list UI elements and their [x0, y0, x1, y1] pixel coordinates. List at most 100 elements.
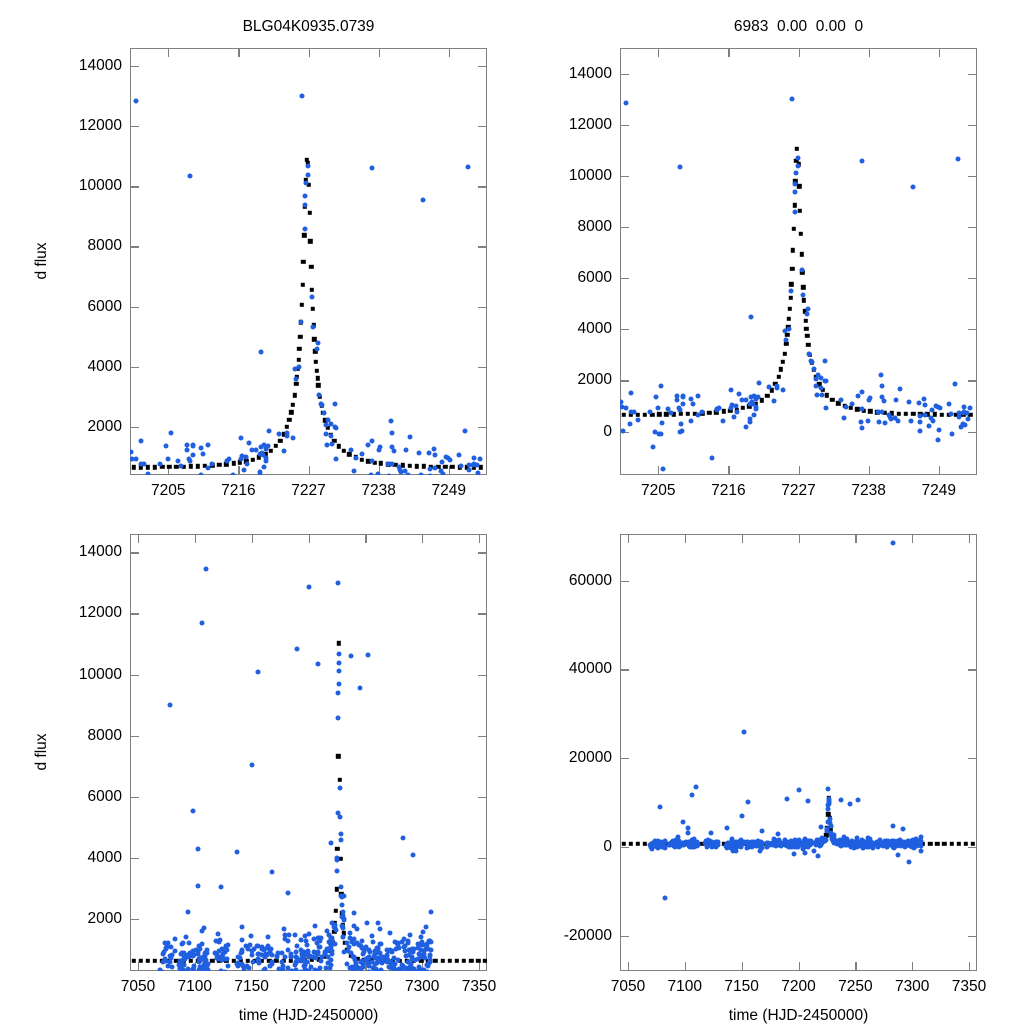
- model-curve-dash: [782, 351, 786, 355]
- data-point: [734, 410, 739, 415]
- data-point: [756, 394, 761, 399]
- data-point: [217, 937, 222, 942]
- data-point: [197, 946, 202, 951]
- model-curve-dash: [297, 347, 301, 351]
- data-point: [736, 391, 741, 396]
- data-point: [369, 439, 374, 444]
- data-point: [805, 312, 810, 317]
- model-curve-dash: [741, 406, 745, 410]
- data-point: [186, 910, 191, 915]
- data-point-outlier: [370, 166, 375, 171]
- data-point: [360, 452, 365, 457]
- data-point: [340, 903, 345, 908]
- data-point: [880, 410, 885, 415]
- data-point: [282, 955, 287, 960]
- data-point: [304, 181, 309, 186]
- data-point: [929, 407, 934, 412]
- model-curve-dash: [971, 842, 975, 846]
- data-point: [169, 964, 174, 969]
- data-point: [180, 941, 185, 946]
- data-point: [335, 868, 340, 873]
- data-point: [948, 411, 953, 416]
- data-point: [184, 448, 189, 453]
- data-point: [353, 456, 358, 461]
- model-curve-dash: [792, 203, 796, 207]
- data-point: [424, 925, 429, 930]
- model-curve-dash: [849, 406, 853, 410]
- data-point: [266, 443, 271, 448]
- y-tick-label: 8000: [40, 237, 122, 255]
- data-point: [805, 307, 810, 312]
- data-point: [792, 210, 797, 215]
- data-point: [376, 920, 381, 925]
- data-point: [324, 431, 329, 436]
- model-curve-dash: [289, 410, 293, 414]
- data-point: [795, 164, 800, 169]
- data-point: [678, 421, 683, 426]
- model-curve-dash: [131, 465, 135, 469]
- data-point: [406, 472, 411, 475]
- model-curve-dash: [789, 282, 793, 286]
- data-point: [269, 961, 274, 966]
- data-point: [199, 942, 204, 947]
- data-point: [476, 470, 481, 475]
- data-point: [370, 940, 375, 945]
- model-curve-dash: [805, 334, 809, 338]
- data-point: [680, 429, 685, 434]
- y-tick-label: 6000: [530, 269, 612, 287]
- data-point: [169, 431, 174, 436]
- model-curve-dash: [146, 958, 150, 962]
- data-point: [917, 414, 922, 419]
- data-point: [708, 831, 713, 836]
- model-curve-dash: [657, 412, 661, 416]
- data-point: [376, 472, 381, 475]
- y-tick-label: 8000: [40, 727, 122, 745]
- data-point: [812, 366, 817, 371]
- data-point: [365, 443, 370, 448]
- data-point: [720, 418, 725, 423]
- data-point: [731, 415, 736, 420]
- data-point: [859, 407, 864, 412]
- data-point: [305, 172, 310, 177]
- data-point: [819, 385, 824, 390]
- data-point: [774, 385, 779, 390]
- data-point: [341, 934, 346, 939]
- data-point: [264, 456, 269, 461]
- data-point: [172, 937, 177, 942]
- model-curve-dash: [636, 842, 640, 846]
- data-point: [918, 428, 923, 433]
- data-point: [748, 315, 753, 320]
- data-point: [474, 463, 479, 468]
- data-point: [338, 838, 343, 843]
- y-tick-label: 14000: [40, 543, 122, 561]
- data-point: [188, 173, 193, 178]
- x-tick-label: 7100: [668, 978, 702, 996]
- data-point: [883, 420, 888, 425]
- data-point: [418, 473, 423, 476]
- data-point: [794, 171, 799, 176]
- data-point: [819, 393, 824, 398]
- data-point: [843, 405, 848, 410]
- model-curve-dash: [759, 398, 763, 402]
- data-point: [179, 463, 184, 468]
- data-point: [369, 458, 374, 463]
- data-layer: [620, 48, 977, 475]
- data-point: [766, 384, 771, 389]
- data-point: [355, 926, 360, 931]
- model-curve-dash: [310, 287, 314, 291]
- data-point: [926, 424, 931, 429]
- y-tick-label: -20000: [530, 927, 612, 945]
- data-point-outlier: [348, 654, 353, 659]
- y-tick-label: 8000: [530, 218, 612, 236]
- data-point: [285, 890, 290, 895]
- data-point: [223, 969, 228, 971]
- data-point: [336, 682, 341, 687]
- model-curve-dash: [291, 403, 295, 407]
- data-point: [262, 967, 267, 971]
- data-point: [261, 465, 266, 470]
- data-point: [244, 462, 249, 467]
- data-point: [425, 969, 430, 971]
- data-point: [878, 373, 883, 378]
- data-point: [467, 467, 472, 472]
- data-point: [366, 969, 371, 971]
